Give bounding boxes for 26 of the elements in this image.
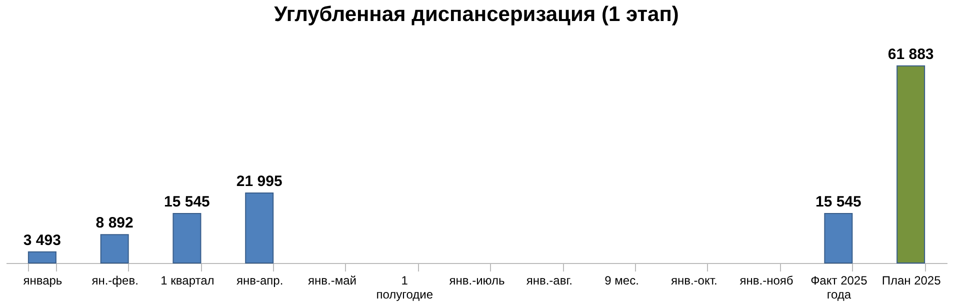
x-tick-label: 1 квартал [160,274,214,288]
x-tick-label: 9 мес. [604,274,639,288]
x-tick-label: План 2025 [882,274,942,288]
data-label: 15 545 [164,193,210,210]
x-tick-label: 1 полугодие [376,274,434,302]
data-label: 21 995 [236,172,282,190]
data-label: 3 493 [23,232,61,249]
data-label: 8 892 [96,214,134,232]
bar [824,212,853,264]
x-tick-label: ян.-фев. [92,274,138,288]
data-label: 61 883 [888,46,934,63]
bar [172,212,202,264]
bar [245,192,274,264]
bar [100,234,129,264]
x-tick-label: янв.-нояб [740,274,794,288]
x-tick-label: январь [23,274,62,288]
chart-title: Углубленная диспансеризация (1 этап) [274,2,679,26]
x-tick-label: янв.-июль [449,274,505,288]
bar [28,251,56,264]
x-tick-label: янв.-окт. [670,274,718,288]
x-tick-label: янв.-авг. [526,274,572,288]
x-tick-label: Факт 2025 года [810,274,868,302]
x-tick-label: янв.-май [308,274,356,288]
bar [896,65,926,264]
data-label: 15 545 [815,193,862,210]
x-tick-label: янв-апр. [236,274,284,288]
